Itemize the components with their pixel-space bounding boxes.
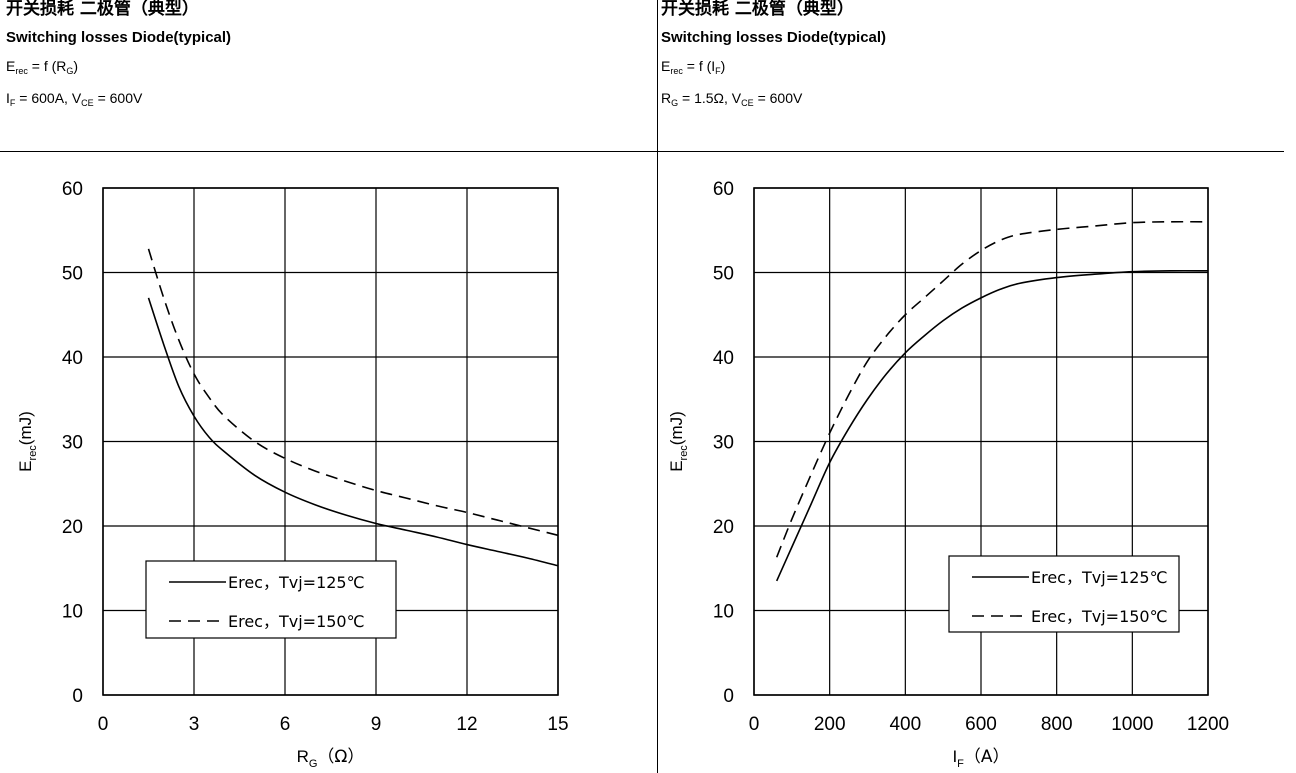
left-header: 开关损耗 二极管（典型） Switching losses Diode(typi… [6, 0, 231, 112]
x-tick-label: 3 [189, 714, 200, 735]
right-panel: 开关损耗 二极管（典型） Switching losses Diode(typi… [658, 0, 1296, 773]
x-tick-label: 0 [749, 714, 760, 735]
title-chinese: 开关损耗 二极管（典型） [661, 0, 854, 19]
y-tick-label: 50 [713, 264, 734, 285]
chart-erec-vs-if: 0 200 400 600 800 1000 1200 0 10 20 30 40 50 60 IF（A） E… [667, 179, 1229, 770]
title-english: Switching losses Diode(typical) [6, 29, 232, 46]
y-tick-label: 0 [723, 686, 734, 707]
x-axis-label: RG（Ω） [297, 747, 365, 770]
function-line: Erec = f (IF) [661, 58, 726, 76]
series-line-1 [147, 297, 559, 567]
function-line: Erec = f (RG) [6, 58, 79, 76]
series-line-2 [775, 220, 1209, 558]
x-tick-label: 6 [280, 714, 291, 735]
y-tick-label: 60 [713, 179, 734, 200]
x-tick-label: 1000 [1111, 714, 1153, 735]
plot-frame [753, 187, 1209, 696]
legend-box [948, 555, 1180, 633]
series-line-1 [775, 269, 1209, 582]
conditions-line: IF = 600A, VCE = 600V [6, 90, 143, 108]
y-tick-label: 0 [72, 686, 83, 707]
conditions-line: RG = 1.5Ω, VCE = 600V [661, 90, 803, 108]
y-tick-label: 40 [713, 348, 734, 369]
header-divider-horizontal [0, 151, 1284, 152]
plot-frame [102, 187, 559, 696]
y-tick-label: 20 [713, 517, 734, 538]
x-tick-label: 800 [1041, 714, 1073, 735]
x-tick-label: 0 [98, 714, 109, 735]
x-axis-label: IF（A） [952, 747, 1009, 770]
x-tick-label: 400 [889, 714, 921, 735]
legend-label: Erec，Tvj=125℃ [1031, 568, 1168, 587]
legend-box [145, 560, 397, 639]
y-tick-label: 20 [62, 517, 83, 538]
x-tick-label: 200 [814, 714, 846, 735]
y-tick-label: 40 [62, 348, 83, 369]
right-header: 开关损耗 二极管（典型） Switching losses Diode(typi… [661, 0, 886, 112]
legend-label: Erec，Tvj=150℃ [228, 612, 365, 631]
x-tick-label: 1200 [1187, 714, 1229, 735]
x-tick-label: 15 [547, 714, 568, 735]
title-english: Switching losses Diode(typical) [661, 29, 887, 46]
y-tick-label: 50 [62, 264, 83, 285]
y-axis-label: Erec(mJ) [16, 411, 39, 472]
legend: Erec，Tvj=125℃ Erec，Tvj=150℃ [948, 555, 1180, 633]
series-line-2 [147, 248, 559, 537]
y-tick-label: 30 [713, 433, 734, 454]
chart-erec-vs-rg: 0 3 6 9 12 15 0 10 20 30 40 50 60 RG（Ω） Erec(mJ) Erec，T… [16, 179, 569, 770]
title-chinese: 开关损耗 二极管（典型） [6, 0, 199, 19]
legend-label: Erec，Tvj=125℃ [228, 573, 365, 592]
legend-label: Erec，Tvj=150℃ [1031, 607, 1168, 626]
y-tick-label: 60 [62, 179, 83, 200]
y-tick-label: 30 [62, 433, 83, 454]
panel-divider-vertical [657, 0, 658, 773]
x-tick-label: 9 [371, 714, 382, 735]
x-tick-label: 600 [965, 714, 997, 735]
x-tick-label: 12 [456, 714, 477, 735]
left-panel: 开关损耗 二极管（典型） Switching losses Diode(typi… [6, 0, 569, 770]
legend: Erec，Tvj=125℃ Erec，Tvj=150℃ [145, 560, 397, 639]
y-tick-label: 10 [62, 602, 83, 623]
y-axis-label: Erec(mJ) [667, 411, 690, 472]
y-tick-label: 10 [713, 602, 734, 623]
